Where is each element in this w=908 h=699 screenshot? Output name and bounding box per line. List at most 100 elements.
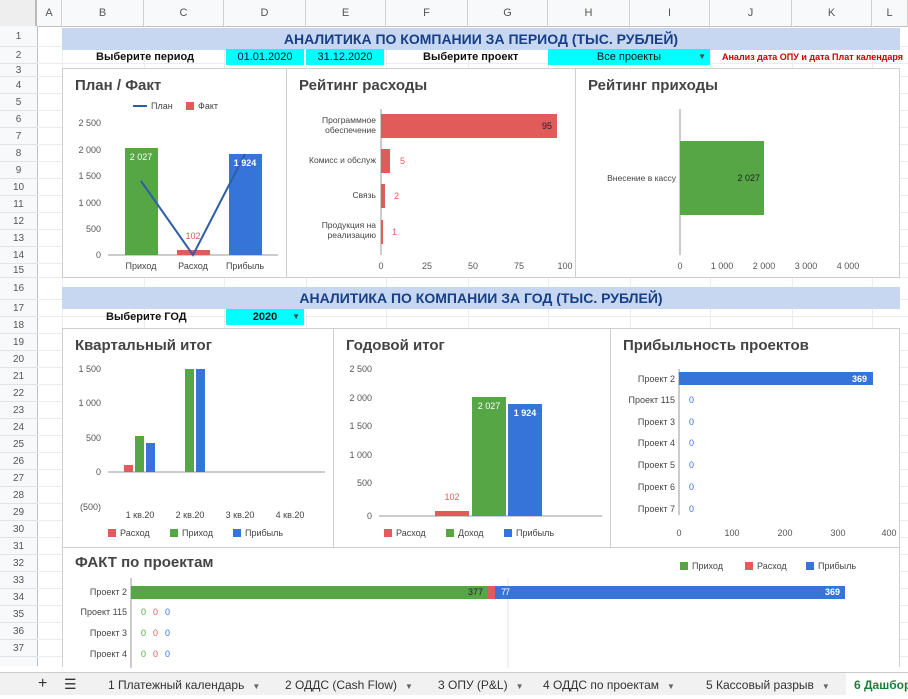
row-header[interactable]: 7: [0, 128, 37, 145]
income-rating-svg: Внесение в кассу 2 027 0 1 000 2 000 3 0…: [607, 109, 859, 271]
row-header[interactable]: 10: [0, 179, 37, 196]
add-sheet-icon[interactable]: +: [38, 675, 48, 692]
row-header[interactable]: 37: [0, 640, 37, 657]
bar-dohod[interactable]: [472, 397, 506, 516]
date-from-cell[interactable]: 01.01.2020: [226, 49, 304, 65]
row-header[interactable]: 19: [0, 334, 37, 351]
chevron-down-icon[interactable]: ▼: [821, 682, 830, 691]
row-header[interactable]: 18: [0, 317, 37, 334]
tab-cash-gap[interactable]: 5 Кассовый разрыв ▼: [706, 673, 830, 695]
col-e[interactable]: E: [306, 0, 386, 26]
col-g[interactable]: G: [468, 0, 548, 26]
row-header[interactable]: 25: [0, 436, 37, 453]
all-sheets-menu-icon[interactable]: ☰: [64, 676, 77, 692]
expense-rating-chart[interactable]: Рейтинг расходы Программное обеспечение …: [286, 68, 576, 278]
col-f[interactable]: F: [386, 0, 468, 26]
bar-pribyl[interactable]: [229, 154, 262, 255]
tab-cash-flow[interactable]: 2 ОДДС (Cash Flow) ▼: [285, 673, 413, 695]
row-header[interactable]: 33: [0, 572, 37, 589]
col-k[interactable]: K: [792, 0, 872, 26]
bar-p2-prihod[interactable]: [131, 586, 488, 599]
chevron-down-icon[interactable]: ▼: [667, 682, 675, 691]
row-header[interactable]: 1: [0, 26, 37, 47]
row-header[interactable]: 24: [0, 419, 37, 436]
col-j[interactable]: J: [710, 0, 792, 26]
bar-pribyl[interactable]: [508, 404, 542, 516]
row-header[interactable]: 6: [0, 111, 37, 128]
row-header[interactable]: 34: [0, 589, 37, 606]
legend-swatch: [446, 529, 454, 537]
row-header[interactable]: 3: [0, 64, 37, 77]
select-all-corner[interactable]: [0, 0, 37, 26]
col-d[interactable]: D: [224, 0, 306, 26]
col-a[interactable]: A: [37, 0, 62, 26]
bar-q2-prihod[interactable]: [185, 369, 194, 472]
row-header[interactable]: 15: [0, 264, 37, 278]
row-header[interactable]: 16: [0, 278, 37, 300]
row-header[interactable]: 26: [0, 453, 37, 470]
date-to-cell[interactable]: 31.12.2020: [306, 49, 384, 65]
row-header[interactable]: 12: [0, 213, 37, 230]
bar-kassa[interactable]: [680, 141, 764, 215]
bar-products[interactable]: [381, 220, 383, 244]
bar-rashod[interactable]: [435, 511, 469, 516]
tab-cash-by-projects[interactable]: 4 ОДДС по проектам ▼: [543, 673, 675, 695]
col-i[interactable]: I: [630, 0, 710, 26]
yearly-chart[interactable]: Годовой итог 2 500 2 000 1 500 1 000 500…: [333, 328, 611, 548]
row-header[interactable]: 35: [0, 606, 37, 623]
row-header[interactable]: 4: [0, 77, 37, 94]
quarterly-chart[interactable]: Квартальный итог 1 500 1 000 500 0 (500)…: [62, 328, 334, 548]
row-header[interactable]: 31: [0, 538, 37, 555]
plan-fact-chart[interactable]: План / Факт План Факт 2 500 2 000 1 500 …: [62, 68, 287, 278]
col-h[interactable]: H: [548, 0, 630, 26]
row-header[interactable]: 8: [0, 145, 37, 162]
project-dropdown[interactable]: Все проекты ▼: [548, 49, 710, 65]
row-header[interactable]: 32: [0, 555, 37, 572]
fact-projects-chart[interactable]: ФАКТ по проектам Приход Расход Прибыль П…: [62, 547, 900, 668]
bar-q1-rashod[interactable]: [124, 465, 133, 472]
row-header[interactable]: 5: [0, 94, 37, 111]
col-l[interactable]: L: [872, 0, 908, 26]
row-header[interactable]: 21: [0, 368, 37, 385]
row-header[interactable]: 23: [0, 402, 37, 419]
row-header[interactable]: 11: [0, 196, 37, 213]
bar-proekt2[interactable]: [679, 372, 873, 385]
bar-q1-pribyl[interactable]: [146, 443, 155, 472]
category-label: Проект 2: [638, 374, 675, 384]
bar-communication[interactable]: [381, 184, 385, 208]
bar-p2-rashod[interactable]: [488, 586, 495, 599]
row-header[interactable]: 13: [0, 230, 37, 247]
profitability-chart[interactable]: Прибыльность проектов Проект 2 Проект 11…: [610, 328, 900, 548]
row-header[interactable]: 28: [0, 487, 37, 504]
row-header[interactable]: 27: [0, 470, 37, 487]
row-header[interactable]: 2: [0, 47, 37, 64]
row-header[interactable]: 14: [0, 247, 37, 264]
col-c[interactable]: C: [144, 0, 224, 26]
bar-prihod[interactable]: [125, 148, 158, 255]
bar-commission[interactable]: [381, 149, 390, 173]
row-header[interactable]: 36: [0, 623, 37, 640]
col-b[interactable]: B: [62, 0, 144, 26]
bar-p2-pribyl[interactable]: [495, 586, 845, 599]
bar-q1-prihod[interactable]: [135, 436, 144, 472]
tab-pnl[interactable]: 3 ОПУ (P&L) ▼: [438, 673, 524, 695]
tab-dashboard[interactable]: 6 Дашборд: [846, 673, 908, 695]
row-header[interactable]: 9: [0, 162, 37, 179]
row-header[interactable]: 20: [0, 351, 37, 368]
row-header[interactable]: 29: [0, 504, 37, 521]
bar-label: 1 924: [514, 408, 537, 418]
income-rating-chart[interactable]: Рейтинг приходы Внесение в кассу 2 027 0…: [575, 68, 900, 278]
bar-software[interactable]: [381, 114, 557, 138]
zero-label: 0: [165, 628, 170, 638]
row-header[interactable]: 22: [0, 385, 37, 402]
x-tick: 2 000: [753, 261, 776, 271]
chevron-down-icon[interactable]: ▼: [405, 682, 413, 691]
grid-line: [37, 63, 908, 64]
row-header[interactable]: 30: [0, 521, 37, 538]
chevron-down-icon[interactable]: ▼: [252, 682, 261, 691]
chevron-down-icon[interactable]: ▼: [515, 682, 524, 691]
bar-q2-pribyl[interactable]: [196, 369, 205, 472]
tab-payment-calendar[interactable]: 1 Платежный календарь ▼: [108, 673, 260, 695]
row-header[interactable]: 17: [0, 300, 37, 317]
year-dropdown[interactable]: 2020 ▼: [226, 309, 304, 325]
